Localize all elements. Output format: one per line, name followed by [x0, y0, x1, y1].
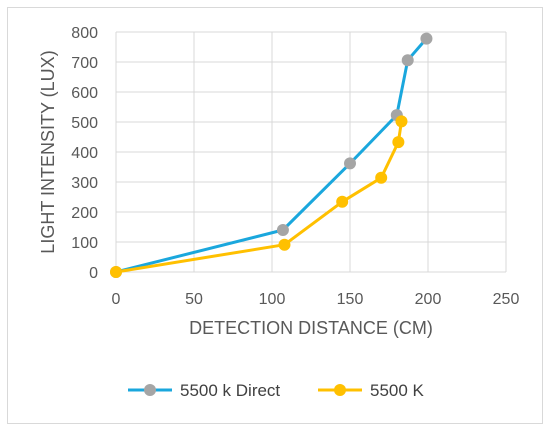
legend-swatch-marker-2: [334, 384, 346, 396]
legend-label-2: 5500 K: [370, 381, 425, 400]
y-tick-label: 800: [71, 25, 98, 42]
grid: [115, 31, 507, 273]
y-tick-label: 100: [71, 235, 98, 252]
x-tick-labels: 0 50 100 150 200 250: [112, 291, 520, 308]
series-2-point: [278, 238, 291, 251]
x-axis-title: DETECTION DISTANCE (CM): [189, 318, 433, 338]
y-tick-label: 400: [71, 145, 98, 162]
series-1-point: [401, 54, 414, 67]
y-tick-label: 0: [89, 265, 98, 282]
series-1-point: [420, 32, 433, 45]
y-tick-label: 700: [71, 55, 98, 72]
series-line-2: [114, 119, 403, 274]
x-tick-label: 0: [112, 291, 121, 308]
series-layer: [110, 32, 433, 278]
series-1-point: [344, 157, 356, 170]
y-tick-labels: 0 100 200 300 400 500 600 700 800: [71, 25, 98, 282]
y-axis-title: LIGHT INTENSITY (LUX): [38, 50, 58, 253]
x-tick-label: 150: [337, 291, 364, 308]
x-tick-label: 250: [493, 291, 520, 308]
x-tick-label: 50: [185, 291, 203, 308]
legend-label-1: 5500 k Direct: [180, 381, 280, 400]
chart-frame: [7, 7, 543, 424]
y-tick-label: 300: [71, 175, 98, 192]
y-tick-label: 200: [71, 205, 98, 222]
y-tick-label: 600: [71, 85, 98, 102]
series-2-point: [392, 136, 405, 149]
x-tick-label: 200: [415, 291, 442, 308]
legend: 5500 k Direct 5500 K: [128, 381, 425, 400]
y-tick-label: 500: [71, 115, 98, 132]
series-2-point: [110, 266, 122, 278]
x-tick-label: 100: [259, 291, 286, 308]
series-line-1: [114, 37, 428, 274]
series-2-point: [336, 195, 349, 208]
series-2-point: [375, 171, 388, 184]
series-1-point: [276, 224, 289, 236]
legend-swatch-marker-1: [144, 384, 156, 396]
series-2-point: [395, 115, 408, 128]
